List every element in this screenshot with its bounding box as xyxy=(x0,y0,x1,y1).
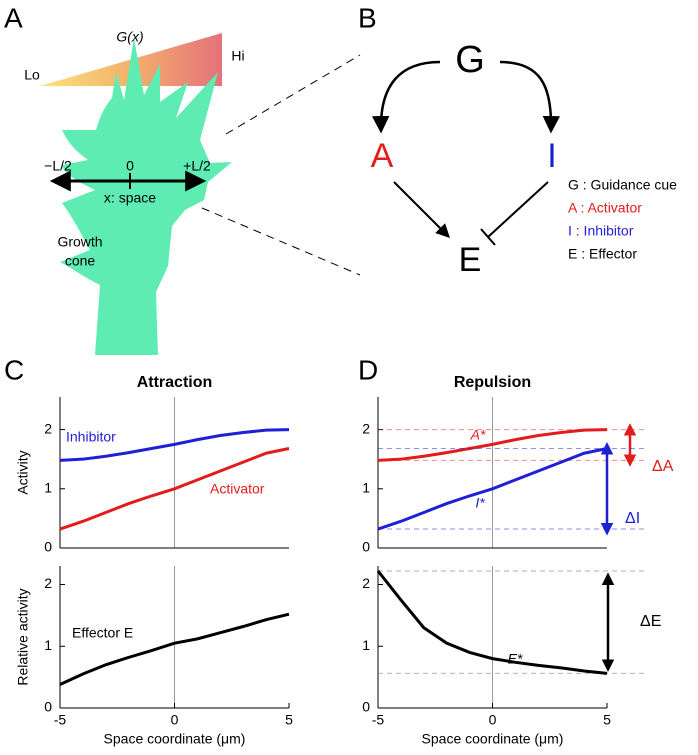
edge-bar xyxy=(480,228,496,246)
node: A xyxy=(371,137,394,175)
cell-label: Growth xyxy=(57,234,102,250)
series-line xyxy=(59,428,290,462)
panel-letter: A xyxy=(4,2,23,33)
node: E xyxy=(459,241,482,279)
y-axis-label: Relative activity xyxy=(15,588,31,685)
node: G xyxy=(455,39,485,81)
center-label: 0 xyxy=(126,158,134,174)
edge xyxy=(499,60,561,134)
series-label: Inhibitor xyxy=(66,429,116,445)
series-line xyxy=(377,428,608,462)
node: I xyxy=(547,137,556,175)
charts: 0 1 2 Attraction Activity Inhibitor Activator 0… xyxy=(15,374,674,746)
series-label: Effector E xyxy=(72,625,133,641)
y-tick-label: 2 xyxy=(44,420,52,436)
growth-cone xyxy=(60,38,232,355)
zoom-line xyxy=(225,54,361,135)
y-tick-label: 1 xyxy=(362,479,370,495)
y-tick-label: 1 xyxy=(44,479,52,495)
panel-letter: C xyxy=(4,354,24,385)
y-tick-label: 0 xyxy=(362,539,370,555)
chart-title: Repulsion xyxy=(454,374,531,391)
y-axis-label: Activity xyxy=(15,450,31,494)
series-label: I* xyxy=(475,495,485,511)
series-label: A* xyxy=(470,427,486,443)
legend-entry: G : Guidance cue xyxy=(568,177,677,193)
y-tick-label: 2 xyxy=(44,575,52,591)
delta-label: ΔI xyxy=(625,510,640,527)
legend-entry: E : Effector xyxy=(568,246,637,262)
y-tick-label: 0 xyxy=(362,699,370,715)
series-line xyxy=(376,570,608,675)
x-tick-label: 0 xyxy=(171,712,179,728)
panel-letter: D xyxy=(358,354,378,385)
chart-title: Attraction xyxy=(137,374,213,391)
series-label: Activator xyxy=(210,481,265,497)
legend-entry: A : Activator xyxy=(568,200,642,216)
legend: G : Guidance cue A : Activator I : Inhibit… xyxy=(568,177,677,262)
low-label: Lo xyxy=(24,67,40,83)
zoom-line xyxy=(201,207,361,276)
series-line xyxy=(59,612,290,686)
y-tick-label: 2 xyxy=(362,575,370,591)
y-tick-label: 1 xyxy=(44,637,52,653)
y-tick-label: 0 xyxy=(44,699,52,715)
y-tick-label: 1 xyxy=(362,637,370,653)
cell-label: cone xyxy=(65,253,96,269)
edge xyxy=(487,181,549,238)
series-label: E* xyxy=(508,651,523,667)
x-tick-label: 0 xyxy=(489,712,497,728)
x-axis-label: Space coordinate (μm) xyxy=(104,731,246,747)
panel-letter: B xyxy=(358,2,377,33)
series-line xyxy=(377,447,608,531)
x-axis-label: Space coordinate (μm) xyxy=(422,731,564,747)
left-end-label: −L/2 xyxy=(44,158,72,174)
gradient-label: G(x) xyxy=(116,29,143,45)
legend-entry: I : Inhibitor xyxy=(568,223,634,239)
x-tick-label: 5 xyxy=(285,712,293,728)
y-tick-label: 0 xyxy=(44,539,52,555)
delta-label: ΔE xyxy=(640,613,661,630)
x-tick-label: -5 xyxy=(54,712,67,728)
x-tick-label: 5 xyxy=(603,712,611,728)
delta-label: ΔA xyxy=(652,458,674,475)
right-end-label: +L/2 xyxy=(183,158,211,174)
series-line xyxy=(59,447,290,531)
edge xyxy=(393,181,450,238)
axis-label: x: space xyxy=(104,190,156,206)
high-label: Hi xyxy=(231,48,244,64)
edge xyxy=(371,60,441,134)
x-tick-label: -5 xyxy=(372,712,385,728)
y-tick-label: 2 xyxy=(362,420,370,436)
